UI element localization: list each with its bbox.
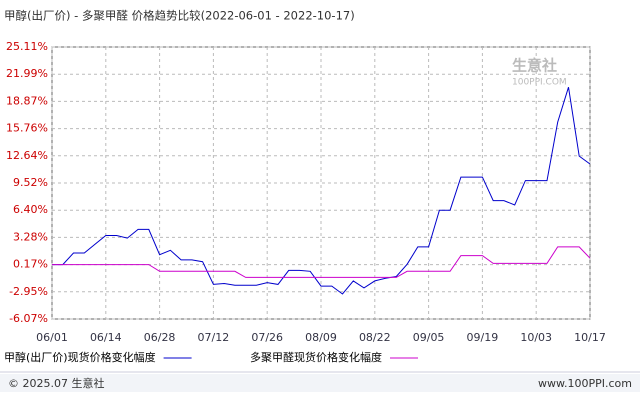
watermark-text: 100PPI.COM	[512, 78, 567, 88]
x-tick-label: 06/14	[90, 331, 122, 344]
x-tick-label: 10/03	[520, 331, 552, 344]
x-tick-label: 08/09	[305, 331, 337, 344]
x-tick-label: 10/17	[574, 331, 606, 344]
y-tick-label: 9.52%	[13, 176, 48, 189]
y-tick-label: 6.40%	[13, 203, 48, 216]
y-tick-label: 21.99%	[6, 67, 48, 80]
x-tick-label: 08/22	[359, 331, 391, 344]
x-tick-label: 06/28	[144, 331, 176, 344]
y-tick-label: 25.11%	[6, 40, 48, 53]
y-tick-label: 15.76%	[6, 122, 48, 135]
x-tick-label: 06/01	[36, 331, 68, 344]
y-tick-label: 0.17%	[13, 258, 48, 271]
y-tick-label: -2.95%	[9, 285, 48, 298]
series-line	[52, 246, 591, 278]
x-tick-label: 09/05	[413, 331, 445, 344]
footer-right: www.100PPI.com	[538, 377, 632, 390]
y-tick-label: 18.87%	[6, 94, 48, 107]
series-line	[52, 87, 591, 295]
x-tick-label: 09/19	[467, 331, 499, 344]
footer-band	[0, 374, 640, 392]
watermark-text: 生意社	[512, 57, 557, 75]
watermark: 生意社 100PPI.COM	[512, 57, 567, 88]
legend-label: 甲醇(出厂价)现货价格变化幅度	[4, 350, 156, 364]
y-tick-label: 3.28%	[13, 230, 48, 243]
footer-left: © 2025.07 生意社	[8, 376, 104, 390]
x-tick-label: 07/12	[198, 331, 230, 344]
x-tick-label: 07/26	[251, 331, 283, 344]
y-tick-label: -6.07%	[9, 312, 48, 325]
chart-title: 甲醇(出厂价) - 多聚甲醛 价格趋势比较(2022-06-01 - 2022-…	[4, 9, 355, 23]
y-tick-label: 12.64%	[6, 149, 48, 162]
legend-label: 多聚甲醛现货价格变化幅度	[250, 350, 382, 364]
